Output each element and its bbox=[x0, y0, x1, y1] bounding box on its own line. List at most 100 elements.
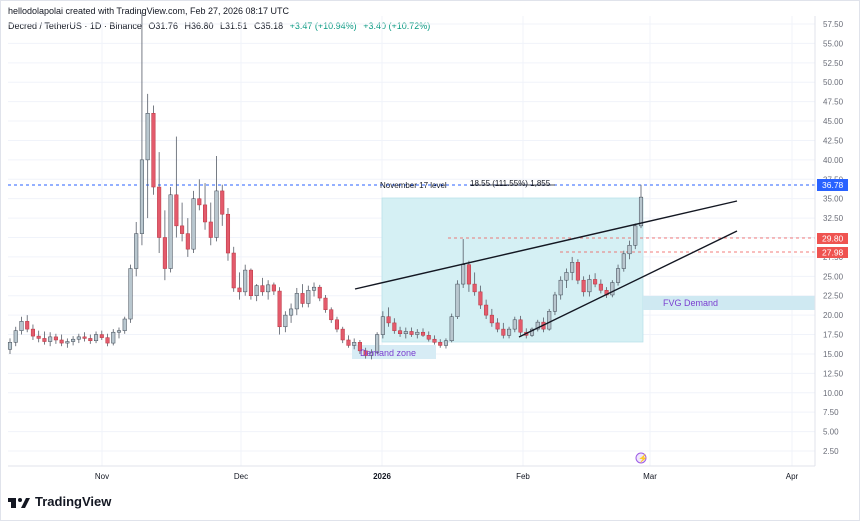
candle[interactable] bbox=[203, 183, 208, 230]
candle[interactable] bbox=[432, 335, 437, 345]
candle[interactable] bbox=[65, 338, 70, 348]
candle[interactable] bbox=[495, 318, 500, 333]
candle[interactable] bbox=[587, 274, 592, 297]
candle[interactable] bbox=[162, 210, 167, 281]
candle[interactable] bbox=[254, 284, 259, 302]
candle[interactable] bbox=[306, 285, 311, 308]
candle[interactable] bbox=[535, 319, 540, 332]
candle[interactable] bbox=[231, 246, 236, 292]
candle[interactable] bbox=[225, 207, 231, 261]
candle[interactable] bbox=[334, 316, 340, 333]
candle[interactable] bbox=[283, 311, 288, 333]
candle[interactable] bbox=[88, 334, 93, 344]
candle[interactable] bbox=[346, 335, 351, 348]
candle[interactable] bbox=[99, 330, 104, 340]
candle[interactable] bbox=[552, 291, 557, 316]
candle[interactable] bbox=[512, 316, 517, 333]
candle[interactable] bbox=[116, 327, 122, 339]
tradingview-logo[interactable]: TradingView bbox=[8, 494, 111, 509]
candle[interactable] bbox=[59, 334, 64, 347]
candle[interactable] bbox=[627, 240, 632, 260]
candle[interactable] bbox=[392, 318, 397, 334]
candle[interactable] bbox=[36, 330, 41, 343]
candle[interactable] bbox=[638, 184, 644, 229]
candle[interactable] bbox=[111, 329, 116, 346]
candle[interactable] bbox=[260, 277, 265, 296]
candle[interactable] bbox=[363, 347, 368, 359]
candle[interactable] bbox=[214, 155, 219, 242]
candle[interactable] bbox=[300, 284, 305, 308]
candle[interactable] bbox=[593, 273, 598, 288]
candle[interactable] bbox=[294, 287, 299, 316]
wedge-lower-line[interactable] bbox=[518, 230, 738, 338]
candle[interactable] bbox=[237, 272, 242, 300]
candle[interactable] bbox=[547, 308, 552, 331]
candle[interactable] bbox=[409, 327, 414, 337]
candle[interactable] bbox=[42, 331, 47, 345]
candle[interactable] bbox=[248, 268, 253, 300]
candle[interactable] bbox=[598, 279, 603, 294]
candle[interactable] bbox=[243, 264, 248, 296]
candle[interactable] bbox=[633, 223, 638, 250]
candle[interactable] bbox=[139, 12, 144, 246]
candle[interactable] bbox=[518, 315, 523, 336]
candle[interactable] bbox=[369, 349, 374, 360]
candle[interactable] bbox=[610, 280, 615, 298]
candle[interactable] bbox=[197, 179, 202, 211]
candle[interactable] bbox=[501, 322, 506, 339]
candle[interactable] bbox=[398, 326, 403, 337]
candle[interactable] bbox=[7, 338, 13, 354]
candle[interactable] bbox=[621, 250, 626, 272]
candle[interactable] bbox=[616, 264, 621, 286]
candle[interactable] bbox=[185, 218, 190, 257]
candle[interactable] bbox=[484, 299, 489, 320]
candle[interactable] bbox=[157, 152, 162, 254]
candle[interactable] bbox=[277, 287, 282, 335]
candle[interactable] bbox=[340, 326, 345, 344]
candle[interactable] bbox=[575, 259, 580, 285]
candle[interactable] bbox=[329, 307, 334, 323]
candle[interactable] bbox=[507, 326, 512, 339]
candle[interactable] bbox=[82, 332, 87, 342]
candle[interactable] bbox=[489, 308, 494, 327]
candle[interactable] bbox=[317, 284, 322, 302]
candle[interactable] bbox=[48, 332, 53, 347]
candle[interactable] bbox=[426, 331, 431, 342]
candle[interactable] bbox=[145, 93, 150, 219]
candle[interactable] bbox=[76, 333, 81, 344]
event-marker[interactable] bbox=[635, 452, 647, 464]
candle[interactable] bbox=[94, 331, 99, 344]
candle[interactable] bbox=[449, 313, 454, 343]
candle[interactable] bbox=[151, 105, 156, 195]
candle[interactable] bbox=[191, 190, 196, 254]
candle[interactable] bbox=[13, 326, 18, 347]
candle[interactable] bbox=[581, 276, 586, 297]
fvg-demand-box[interactable] bbox=[643, 296, 815, 310]
candle[interactable] bbox=[180, 202, 185, 242]
candle[interactable] bbox=[478, 285, 483, 309]
candle[interactable] bbox=[105, 333, 110, 347]
range-box[interactable] bbox=[381, 197, 644, 343]
candle[interactable] bbox=[375, 332, 380, 354]
x-axis[interactable]: Nov Dec 2026 Feb Mar Apr bbox=[8, 465, 815, 481]
candle[interactable] bbox=[558, 276, 563, 300]
candle[interactable] bbox=[420, 328, 426, 337]
candle[interactable] bbox=[174, 136, 179, 238]
candle[interactable] bbox=[443, 338, 448, 349]
candle[interactable] bbox=[570, 256, 575, 281]
symbol-name[interactable]: Decred / TetherUS · 1D · Binance bbox=[8, 21, 142, 31]
candle[interactable] bbox=[323, 294, 328, 313]
price-chart[interactable]: November 17 level 18.55 (111.55%) 1,855 … bbox=[0, 0, 860, 490]
candle[interactable] bbox=[564, 268, 569, 288]
candle[interactable] bbox=[220, 184, 225, 226]
candle[interactable] bbox=[352, 338, 357, 350]
candle[interactable] bbox=[289, 303, 294, 323]
candle[interactable] bbox=[19, 316, 24, 335]
candle[interactable] bbox=[71, 336, 76, 346]
wedge-upper-line[interactable] bbox=[354, 200, 738, 290]
y-axis[interactable]: 57.50 55.00 52.50 50.00 47.50 45.00 42.50 40.00… bbox=[814, 16, 844, 466]
candle[interactable] bbox=[438, 339, 443, 348]
candle[interactable] bbox=[122, 316, 127, 334]
candle[interactable] bbox=[455, 280, 460, 320]
candle[interactable] bbox=[403, 327, 408, 339]
